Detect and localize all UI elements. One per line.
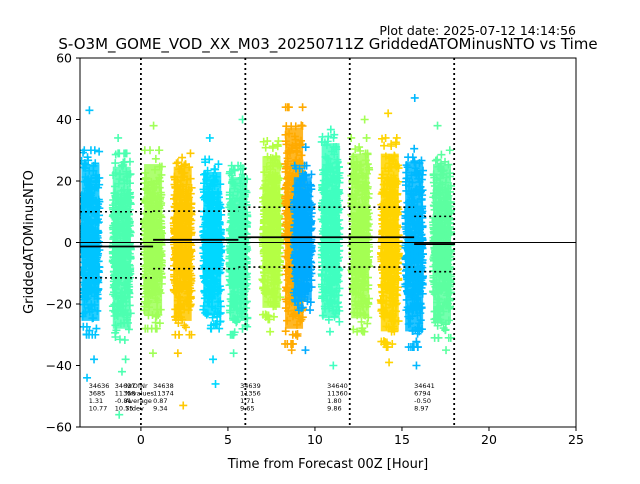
outlier-point	[117, 367, 126, 376]
plot-date: Plot date: 2025-07-12 14:14:56	[379, 23, 576, 38]
data-point	[151, 154, 160, 163]
outlier-point	[83, 373, 92, 382]
outlier-point	[209, 355, 218, 364]
chart-title: S-O3M_GOME_VOD_XX_M03_20250711Z GriddedA…	[58, 35, 597, 54]
data-point	[325, 327, 334, 336]
data-point	[347, 133, 356, 142]
data-point	[147, 324, 156, 333]
data-point	[155, 146, 164, 155]
plot-area: 3463636851.3110.7734638113740.879.343463…	[80, 58, 576, 427]
data-point	[186, 149, 195, 158]
data-point	[175, 330, 184, 339]
outlier-point	[287, 346, 296, 355]
data-point	[83, 153, 92, 162]
outlier-point	[266, 327, 275, 336]
data-point	[355, 143, 364, 152]
data-column-0	[80, 106, 104, 382]
data-point	[173, 158, 182, 167]
data-point	[122, 149, 131, 158]
data-column-core	[321, 143, 340, 319]
outlier-point	[329, 361, 338, 370]
data-point	[151, 318, 160, 327]
data-point	[181, 323, 190, 332]
outlier-point	[211, 379, 220, 388]
outlier-point	[149, 121, 158, 130]
data-point	[387, 142, 396, 151]
data-point	[111, 150, 120, 159]
data-point	[362, 133, 371, 142]
outlier-point	[90, 355, 99, 364]
data-point	[140, 146, 149, 155]
outlier-point	[205, 133, 214, 142]
data-point	[111, 333, 120, 342]
data-column-core	[173, 166, 192, 321]
data-point	[363, 319, 372, 328]
data-point	[111, 159, 120, 168]
data-column-10	[347, 115, 374, 336]
data-column-core	[351, 153, 370, 319]
outlier-point	[115, 410, 124, 419]
data-column-1	[108, 133, 135, 419]
data-point	[125, 157, 134, 166]
data-point	[115, 335, 124, 344]
data-point	[85, 326, 94, 335]
data-column-2	[140, 121, 167, 358]
data-point	[210, 165, 219, 174]
outlier-point	[301, 346, 310, 355]
data-point	[391, 138, 400, 147]
data-point	[357, 317, 366, 326]
data-point	[298, 103, 307, 112]
data-column-core	[262, 156, 281, 308]
outlier-point	[121, 355, 130, 364]
data-point	[306, 306, 315, 315]
data-point	[90, 146, 99, 155]
data-column-3	[169, 149, 196, 410]
data-column-4	[199, 133, 226, 388]
data-column-core	[293, 177, 312, 301]
outlier-point	[148, 349, 157, 358]
outlier-point	[114, 133, 123, 142]
data-point	[92, 324, 101, 333]
data-point	[172, 159, 181, 168]
data-point	[80, 146, 89, 155]
outlier-point	[360, 115, 369, 124]
data-column-9	[317, 125, 344, 370]
data-point	[335, 317, 344, 326]
data-column-core	[203, 171, 222, 316]
outlier-point	[173, 349, 182, 358]
data-point	[351, 145, 360, 154]
data-column-core	[112, 166, 131, 329]
outlier-point	[229, 349, 238, 358]
outlier-point	[179, 401, 188, 410]
outlier-point	[85, 106, 94, 115]
data-point	[88, 330, 97, 339]
data-point	[95, 147, 104, 156]
